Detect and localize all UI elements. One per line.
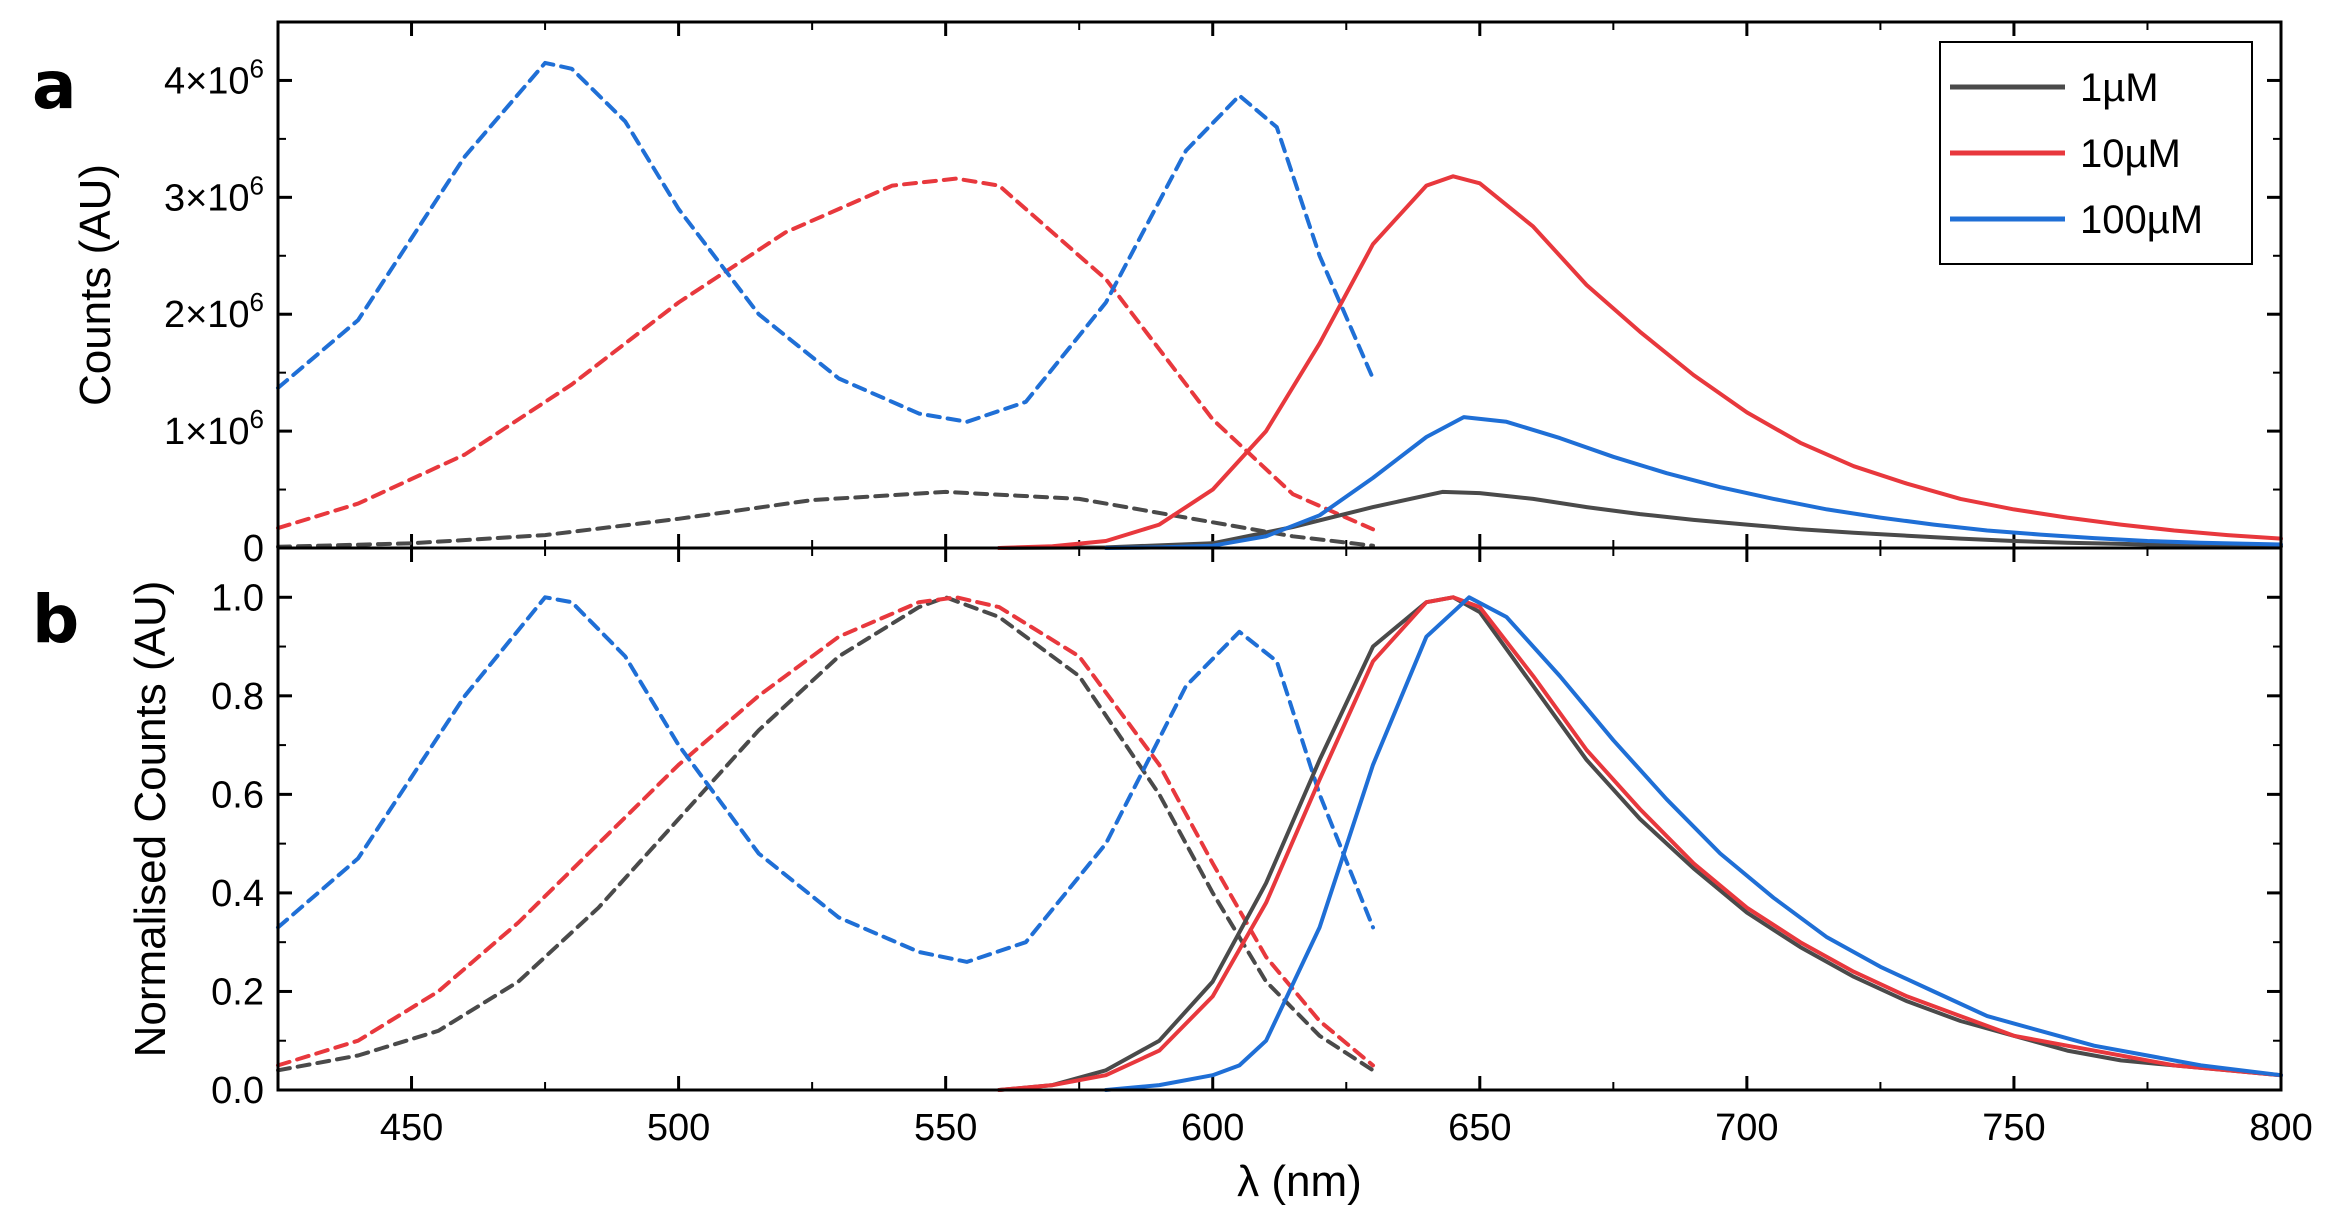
panel-b-frame	[276, 546, 2283, 1092]
y-tick-exponent: 6	[250, 287, 264, 317]
y-tick-label: 0.6	[211, 774, 264, 816]
y-tick-label: 1×106	[164, 404, 264, 453]
legend-label-10uM: 10µM	[2080, 132, 2181, 176]
series-1uM-emission	[997, 595, 2283, 1092]
x-tick-label: 750	[1982, 1107, 2045, 1149]
x-tick-label: 650	[1448, 1107, 1511, 1149]
series-10uM-excitation	[276, 176, 1375, 532]
y-tick-label: 0.8	[211, 676, 264, 718]
panel-a-series	[276, 60, 2283, 550]
series-100uM-emission	[1103, 415, 2283, 550]
y-tick-exponent: 6	[250, 170, 264, 200]
panel-b-series	[276, 595, 2283, 1092]
series-10uM-emission	[997, 595, 2283, 1092]
x-tick-label: 700	[1715, 1107, 1778, 1149]
x-tick-label: 800	[2249, 1107, 2312, 1149]
y-tick-label: 0.0	[211, 1070, 264, 1112]
y-tick-label: 1.0	[211, 577, 264, 619]
y-tick-exponent: 6	[250, 404, 264, 434]
series-100uM-excitation	[276, 595, 1375, 964]
series-1uM-excitation	[276, 595, 1375, 1073]
y-tick-label: 4×106	[164, 53, 264, 102]
y-tick-exponent: 6	[250, 53, 264, 83]
panel-a-y-axis-label: Counts (AU)	[71, 164, 120, 406]
series-100uM-emission	[1103, 595, 2283, 1092]
x-tick-label: 450	[380, 1107, 443, 1149]
series-10uM-emission	[997, 174, 2283, 550]
y-tick-label: 0.2	[211, 971, 264, 1013]
panel-a-letter: a	[32, 47, 77, 124]
series-1uM-emission	[997, 489, 2283, 550]
y-tick-label: 2×106	[164, 287, 264, 336]
series-10uM-excitation	[276, 595, 1375, 1068]
y-tick-label: 0.4	[211, 873, 264, 915]
y-tick-label: 0	[243, 528, 264, 570]
x-tick-label: 550	[914, 1107, 977, 1149]
y-tick-label: 3×106	[164, 170, 264, 219]
panel-a: 0 1×106 2×106 3×106 4×106 Counts (AU) 1µM 10µ…	[71, 20, 2283, 570]
panel-a-ticks: 0 1×106 2×106 3×106 4×106	[164, 22, 2283, 570]
series-1uM-excitation	[276, 489, 1375, 549]
panel-b-y-axis-label: Normalised Counts (AU)	[126, 581, 175, 1058]
x-axis-label: λ (nm)	[1237, 1157, 1362, 1206]
panel-b-ticks: 450 500 550 600 650 700 750 800 0.0 0.2 0.4 0.6 0.8 1…	[211, 548, 2313, 1149]
legend: 1µM 10µM 100µM	[1939, 41, 2253, 265]
legend-label-100uM: 100µM	[2080, 198, 2203, 242]
x-tick-label: 500	[647, 1107, 710, 1149]
legend-label-1uM: 1µM	[2080, 66, 2159, 110]
panel-b: 450 500 550 600 650 700 750 800 0.0 0.2 0.4 0.6 0.8 1…	[126, 546, 2313, 1206]
series-100uM-excitation	[276, 60, 1375, 424]
x-tick-label: 600	[1181, 1107, 1244, 1149]
panel-b-letter: b	[32, 581, 79, 658]
